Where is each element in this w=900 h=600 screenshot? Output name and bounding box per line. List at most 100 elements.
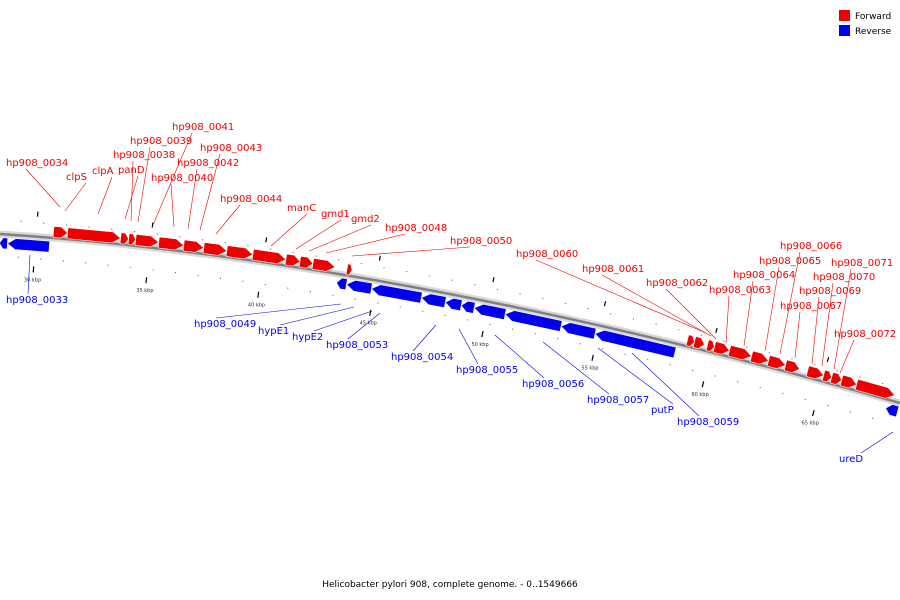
minor-tick [224, 242, 226, 244]
gene-label-hp908-0070: hp908_0070 [813, 272, 875, 283]
tick-mark-top [715, 327, 718, 333]
tick-mark-top [603, 301, 607, 307]
minor-tick [579, 343, 581, 345]
gene-arrow-forward [829, 371, 842, 385]
gene-arrow-reverse [504, 310, 563, 332]
tick-label: 30 kbp [24, 277, 41, 283]
leader-line [458, 328, 479, 365]
minor-tick [692, 369, 694, 371]
gene-label-hp908-0072: hp908_0072 [834, 329, 896, 340]
minor-tick [587, 308, 589, 310]
leader-line [215, 204, 241, 235]
minor-tick [270, 248, 272, 250]
leader-line [833, 268, 852, 370]
gene-label-hp908-0063: hp908_0063 [709, 285, 771, 296]
gene-label-hp908-0054: hp908_0054 [391, 352, 453, 363]
gene-arrow-reverse [6, 238, 51, 253]
gene-label-hp908-0065: hp908_0065 [759, 256, 821, 267]
gene-arrow-forward [805, 365, 825, 380]
gene-arrow-reverse [473, 303, 507, 320]
minor-tick [156, 233, 158, 235]
minor-tick [655, 323, 657, 325]
minor-tick [849, 411, 851, 413]
gene-label-hp908-0060: hp908_0060 [516, 249, 578, 260]
scale-ticks: 30 kbp 35 kbp 40 kbp 45 kbp 50 kbp 55 kbp 60 k… [17, 211, 884, 427]
minor-tick [632, 318, 634, 320]
gene-arrow-forward [705, 339, 715, 352]
gene-arrow-forward [311, 257, 336, 272]
minor-tick [264, 284, 266, 286]
gene-arrow-reverse [345, 280, 373, 295]
leader-line [631, 352, 700, 417]
gene-label-hp908-0066: hp908_0066 [780, 241, 842, 252]
minor-tick [292, 251, 294, 254]
gene-label-hp908-0038: hp908_0038 [113, 150, 175, 161]
gene-label-hp908-0042: hp908_0042 [177, 158, 239, 169]
gene-label-hp908-0071: hp908_0071 [831, 258, 893, 269]
backbone-line [0, 232, 900, 405]
gene-arrow-forward [766, 355, 787, 369]
minor-tick [714, 375, 716, 377]
genome-caption: Helicobacter pylori 908, complete genome… [322, 580, 578, 590]
gene-label-hp908-0067: hp908_0067 [780, 301, 842, 312]
gene-arrow-forward [52, 226, 68, 239]
tick-label: 35 kbp [136, 288, 153, 294]
gene-label-hp908-0048: hp908_0048 [385, 223, 447, 234]
minor-tick [700, 334, 702, 337]
gene-arrow-forward [839, 374, 858, 389]
minor-tick [377, 302, 379, 304]
minor-tick [827, 405, 829, 407]
gene-label-hp908-0057: hp908_0057 [587, 395, 649, 406]
minor-tick [624, 353, 626, 355]
gene-label-gmd2: gmd2 [351, 214, 380, 225]
minor-tick [179, 236, 181, 238]
leader-line [494, 334, 545, 379]
minor-tick [564, 302, 567, 305]
leader-line [764, 266, 780, 352]
tick-mark [591, 354, 594, 361]
gene-label-hp908-0055: hp908_0055 [456, 365, 518, 376]
legend-label-forward: Forward [855, 12, 891, 22]
minor-tick [768, 352, 770, 354]
gene-label-pand: panD [118, 165, 145, 176]
gene-arrow-forward [251, 248, 287, 265]
leader-line [535, 259, 707, 334]
gene-label-hp908-0033: hp908_0033 [6, 295, 68, 306]
gene-arrow-forward [127, 233, 136, 246]
gene-arrow-reverse [336, 277, 348, 291]
minor-tick [836, 370, 838, 372]
leader-line [97, 176, 113, 215]
gene-arrow-forward [783, 359, 800, 373]
gene-arrow-forward [821, 369, 832, 383]
minor-tick [247, 245, 249, 247]
tick-label: 65 kbp [802, 421, 819, 427]
minor-tick [85, 262, 87, 264]
gene-arrow-forward [157, 236, 185, 251]
leader-line [325, 233, 406, 254]
minor-tick [20, 220, 22, 223]
minor-tick [610, 313, 612, 315]
minor-tick [746, 346, 748, 348]
gene-arrow-reverse [460, 300, 476, 314]
gene-arrow-reverse [594, 329, 677, 359]
gene-label-hype1: hypE1 [258, 326, 289, 337]
leader-line [412, 324, 437, 352]
leader-line [743, 280, 754, 347]
leader-line [351, 246, 471, 257]
leader-line [295, 219, 342, 250]
minor-tick [669, 364, 671, 366]
gene-arrow-forward [727, 345, 753, 360]
tick-mark [481, 331, 484, 338]
minor-tick [309, 291, 311, 293]
gene-label-putp: putP [651, 405, 674, 416]
gene-arrow-reverse [370, 284, 423, 304]
gene-arrow-forward [119, 232, 129, 245]
minor-tick [519, 293, 521, 295]
minor-tick [174, 272, 177, 274]
minor-tick [88, 226, 90, 228]
gene-arrow-forward [712, 341, 730, 355]
gene-label-hp908-0044: hp908_0044 [220, 194, 282, 205]
leader-line [152, 132, 193, 226]
minor-tick [133, 231, 136, 233]
